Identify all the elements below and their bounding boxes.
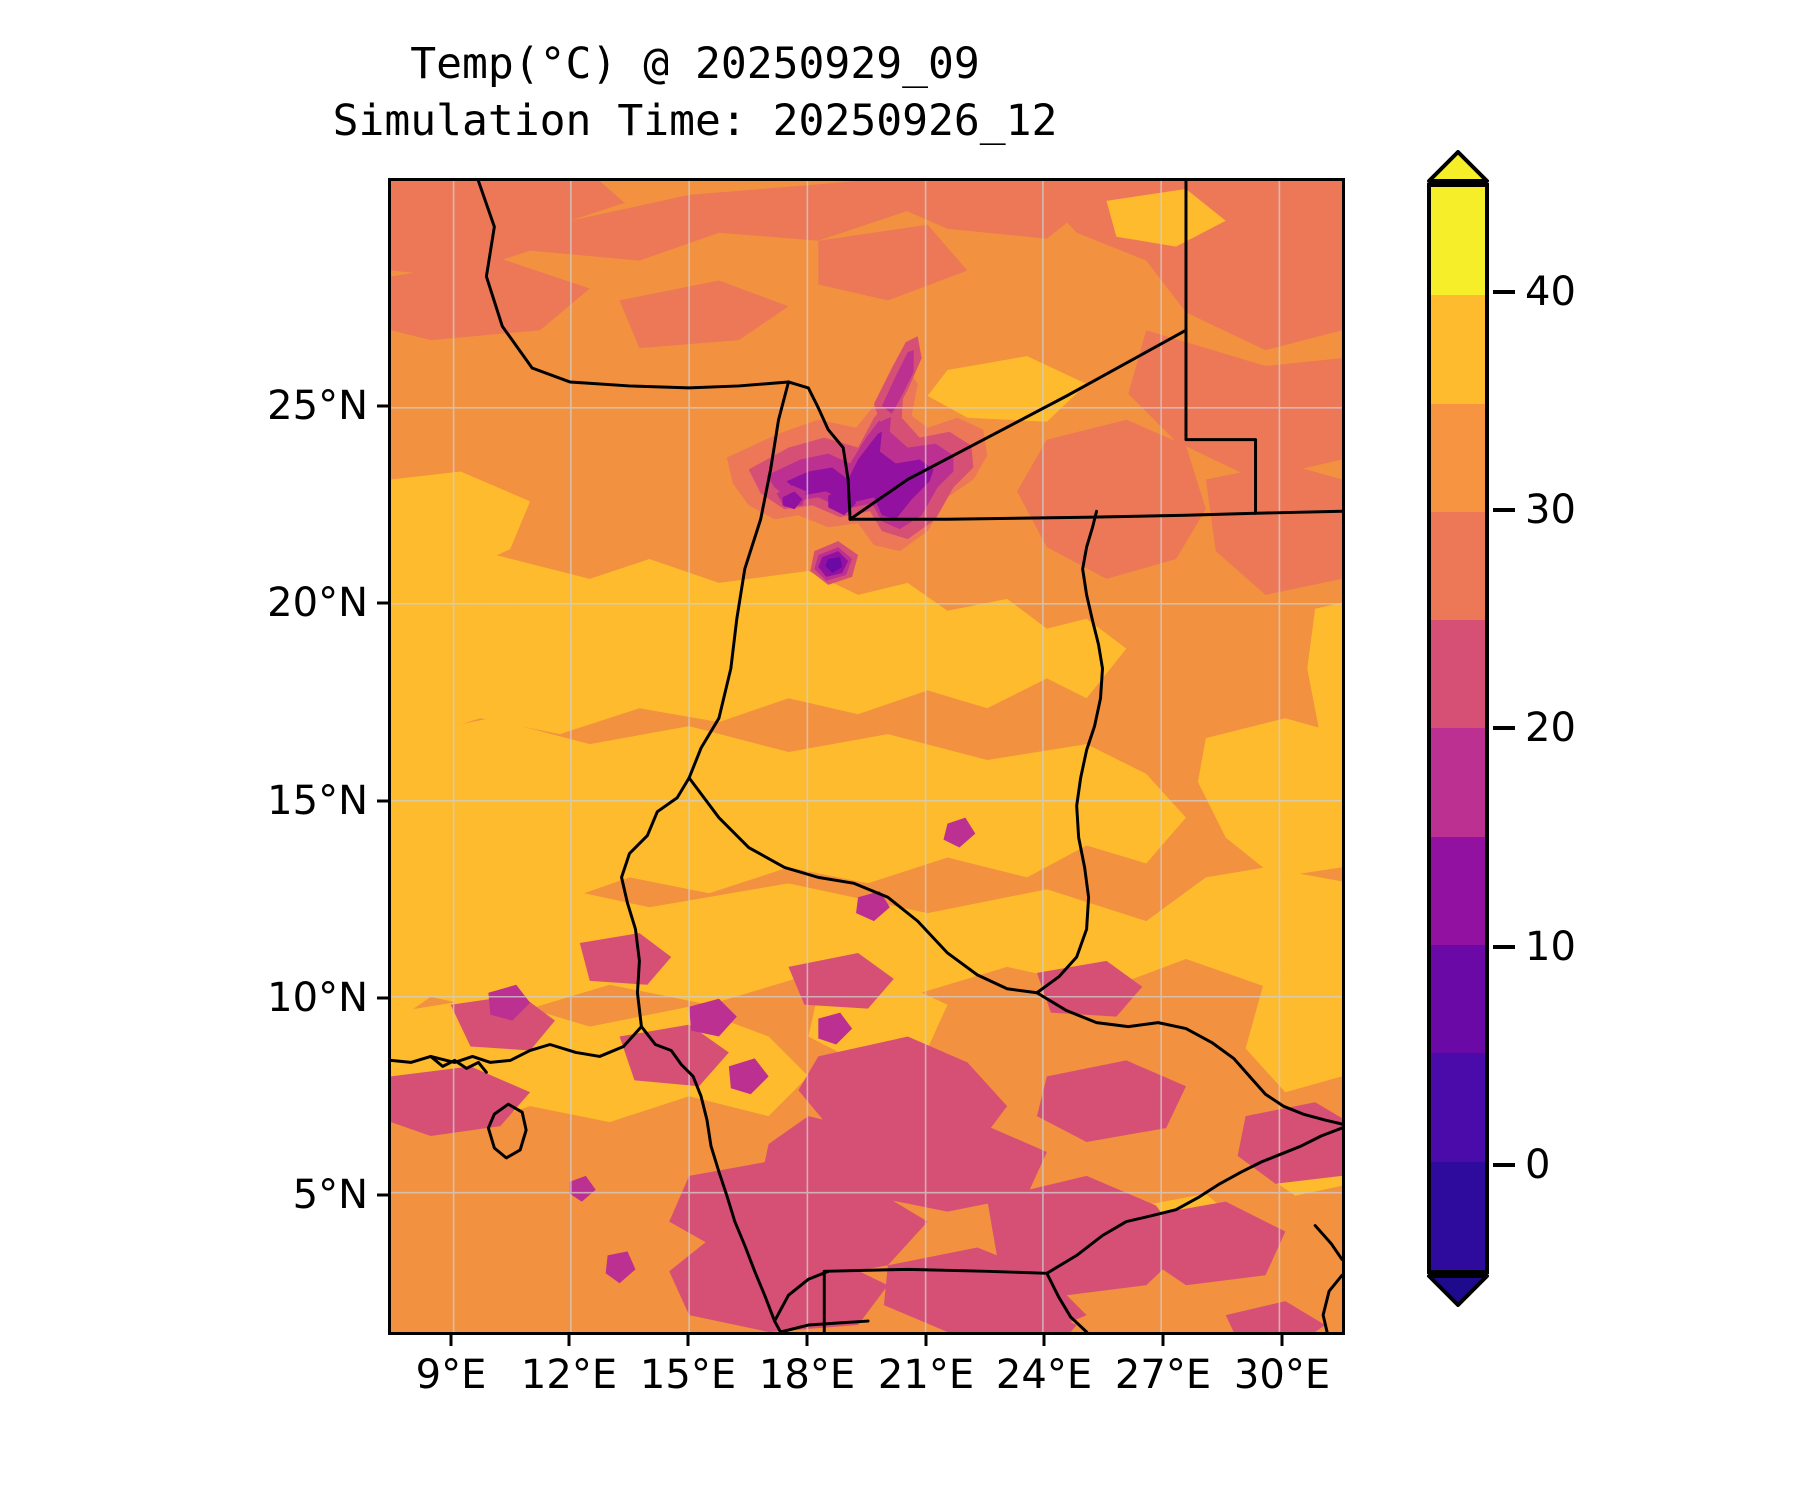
ytick-label-25n: 25°N <box>267 383 368 429</box>
colorbar-tick-label-30: 30 <box>1525 487 1576 533</box>
xtick-mark-30e <box>1280 1335 1284 1346</box>
xtick-mark-15e <box>686 1335 690 1346</box>
xtick-label-21e: 21°E <box>877 1352 975 1398</box>
ytick-mark-10n <box>377 996 388 1000</box>
colorbar-band-15-20 <box>1431 728 1485 837</box>
colorbar-extend-high-arrow <box>1427 150 1489 183</box>
colorbar-band-20-25 <box>1431 620 1485 729</box>
colorbar-tick-label-40: 40 <box>1525 269 1576 315</box>
ytick-mark-15n <box>377 799 388 803</box>
colorbar[interactable]: 40 30 20 10 0 <box>1427 150 1576 1390</box>
colorbar-tick-label-20: 20 <box>1525 705 1576 751</box>
colorbar-tick-10 <box>1493 945 1515 949</box>
ytick-label-20n: 20°N <box>267 580 368 626</box>
xtick-mark-12e <box>567 1335 571 1346</box>
xtick-mark-24e <box>1042 1335 1046 1346</box>
colorbar-extend-low-arrow <box>1427 1274 1489 1307</box>
colorbar-tick-20 <box>1493 726 1515 730</box>
temperature-contour-field <box>391 181 1342 1332</box>
xtick-mark-27e <box>1161 1335 1165 1346</box>
colorbar-band-0-5 <box>1431 1053 1485 1162</box>
map-plot-area[interactable] <box>388 178 1345 1335</box>
colorbar-band-10-15 <box>1431 836 1485 946</box>
colorbar-tick-40 <box>1493 290 1515 294</box>
xtick-label-18e: 18°E <box>758 1352 856 1398</box>
title-line-simulation-time: Simulation Time: 20250926_12 <box>332 96 1058 146</box>
ytick-mark-20n <box>377 601 388 605</box>
colorbar-band-35-40 <box>1431 295 1485 404</box>
ytick-label-15n: 15°N <box>267 778 368 824</box>
xtick-label-30e: 30°E <box>1233 1352 1331 1398</box>
colorbar-band-25-30 <box>1431 511 1485 621</box>
ytick-mark-5n <box>377 1193 388 1197</box>
colorbar-gradient[interactable] <box>1427 183 1489 1274</box>
colorbar-band-5-10 <box>1431 945 1485 1054</box>
ytick-label-10n: 10°N <box>267 975 368 1021</box>
ytick-mark-25n <box>377 404 388 408</box>
xtick-mark-18e <box>805 1335 809 1346</box>
colorbar-tick-label-10: 10 <box>1525 924 1576 970</box>
xtick-label-24e: 24°E <box>995 1352 1093 1398</box>
colorbar-tick-label-0: 0 <box>1525 1142 1551 1188</box>
ytick-label-5n: 5°N <box>292 1172 368 1218</box>
colorbar-band-40-45 <box>1431 187 1485 296</box>
xtick-label-15e: 15°E <box>639 1352 737 1398</box>
colorbar-tick-0 <box>1493 1163 1515 1167</box>
xtick-mark-21e <box>924 1335 928 1346</box>
page-title: Temp(°C) @ 20250929_09 Simulation Time: … <box>0 36 1390 150</box>
xtick-label-9e: 9°E <box>415 1352 487 1398</box>
title-line-variable-time: Temp(°C) @ 20250929_09 <box>410 39 980 89</box>
xtick-label-27e: 27°E <box>1114 1352 1212 1398</box>
colorbar-tick-30 <box>1493 508 1515 512</box>
colorbar-band-30-35 <box>1431 403 1485 512</box>
xtick-label-12e: 12°E <box>520 1352 618 1398</box>
colorbar-band-neg5-0 <box>1431 1161 1485 1270</box>
xtick-mark-9e <box>449 1335 453 1346</box>
